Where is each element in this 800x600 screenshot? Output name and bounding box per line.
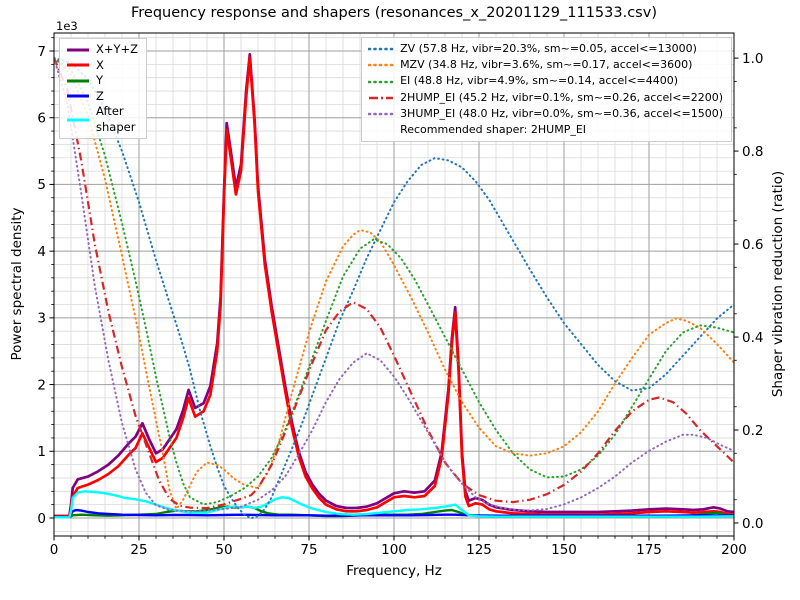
legend-item-2hump_ei: 2HUMP_EI (45.2 Hz, vibr=0.1%, sm~=0.26, …	[368, 90, 723, 106]
tick-label: 50	[215, 542, 232, 558]
tick-label: 0.8	[742, 144, 763, 160]
shaper-legend: ZV (57.8 Hz, vibr=20.3%, sm~=0.05, accel…	[361, 37, 732, 143]
legend-item-x+y+z: X+Y+Z	[66, 42, 138, 58]
legend-label: X	[96, 57, 104, 72]
legend-item-y: Y	[66, 73, 138, 89]
tick-label: 7	[37, 44, 46, 60]
legend-item-ei: EI (48.8 Hz, vibr=4.9%, sm~=0.14, accel<…	[368, 73, 723, 89]
legend-label: X+Y+Z	[96, 42, 139, 56]
y-axis-offset-label: 1e3	[56, 19, 78, 33]
x-axis-label: Frequency, Hz	[346, 563, 442, 579]
legend-label: 2HUMP_EI (45.2 Hz, vibr=0.1%, sm~=0.26, …	[400, 90, 723, 104]
psd-legend: X+Y+Z X Y Z After shaper	[59, 38, 148, 139]
legend-swatch-icon	[369, 96, 394, 100]
series-after-shaper	[54, 490, 734, 519]
legend-swatch-icon	[368, 112, 395, 116]
legend-swatch-icon	[67, 48, 89, 52]
legend-item-aftershaper: After shaper	[66, 104, 138, 135]
legend-swatch-icon	[67, 79, 89, 83]
series-x+y+z	[54, 52, 734, 518]
legend-recommended-shaper: Recommended shaper: 2HUMP_EI	[368, 122, 723, 138]
tick-label: 2	[37, 377, 46, 393]
tick-label: 0.0	[742, 516, 763, 532]
tick-label: 0	[50, 542, 59, 558]
chart-title: Frequency response and shapers (resonanc…	[131, 5, 657, 21]
tick-label: 100	[381, 542, 407, 558]
tick-label: 1	[37, 444, 46, 460]
tick-label: 1.0	[742, 51, 763, 67]
series-2hump_ei	[54, 57, 734, 510]
series-mzv	[54, 57, 734, 510]
legend-item-zv: ZV (57.8 Hz, vibr=20.3%, sm~=0.05, accel…	[368, 41, 723, 57]
tick-label: 0.4	[742, 330, 763, 346]
tick-label: 0.2	[742, 423, 763, 439]
tick-label: 175	[636, 542, 662, 558]
tick-label: 0.6	[742, 237, 763, 253]
legend-label: ZV (57.8 Hz, vibr=20.3%, sm~=0.05, accel…	[400, 42, 697, 55]
legend-swatch-icon	[67, 94, 89, 98]
legend-swatch-icon	[67, 118, 89, 121]
legend-label: After shaper	[96, 104, 136, 134]
tick-label: 125	[466, 542, 492, 558]
legend-swatch-icon	[67, 63, 89, 67]
series-zv	[54, 57, 734, 520]
legend-item-x: X	[66, 58, 138, 74]
axis-ticks: 0 25 50 75 100 125 150 175 200 0 1 2 3 4 5 6 7 0.0 0.2 0.4 0…	[37, 37, 763, 558]
legend-footer-label: Recommended shaper: 2HUMP_EI	[400, 123, 587, 137]
legend-swatch-icon	[368, 80, 395, 83]
legend-label: EI (48.8 Hz, vibr=4.9%, sm~=0.14, accel<…	[400, 74, 679, 88]
series-3hump_ei	[54, 57, 734, 513]
legend-item-3hump_ei: 3HUMP_EI (48.0 Hz, vibr=0.0%, sm~=0.36, …	[368, 106, 723, 122]
legend-label: Y	[96, 73, 104, 87]
tick-label: 150	[551, 542, 577, 558]
y-axis-label-left: Power spectral density	[9, 207, 25, 361]
legend-item-mzv: MZV (34.8 Hz, vibr=3.6%, sm~=0.17, accel…	[368, 57, 723, 73]
legend-swatch-icon	[368, 47, 395, 51]
tick-label: 6	[37, 111, 46, 127]
grid-minor	[54, 33, 734, 536]
tick-label: 3	[37, 311, 46, 327]
y-axis-label-right: Shaper vibration reduction (ratio)	[770, 170, 786, 398]
legend-label: Z	[96, 88, 104, 103]
tick-label: 4	[37, 244, 46, 260]
legend-label: MZV (34.8 Hz, vibr=3.6%, sm~=0.17, accel…	[400, 58, 693, 72]
legend-label: 3HUMP_EI (48.0 Hz, vibr=0.0%, sm~=0.36, …	[400, 106, 723, 120]
tick-label: 5	[37, 177, 46, 193]
legend-swatch-icon	[368, 63, 395, 67]
series-ei	[54, 57, 734, 506]
tick-label: 25	[130, 542, 147, 558]
tick-label: 0	[37, 511, 46, 527]
tick-label: 75	[300, 542, 317, 558]
plot-series	[54, 52, 734, 520]
legend-item-z: Z	[66, 89, 138, 105]
tick-label: 200	[721, 542, 747, 558]
